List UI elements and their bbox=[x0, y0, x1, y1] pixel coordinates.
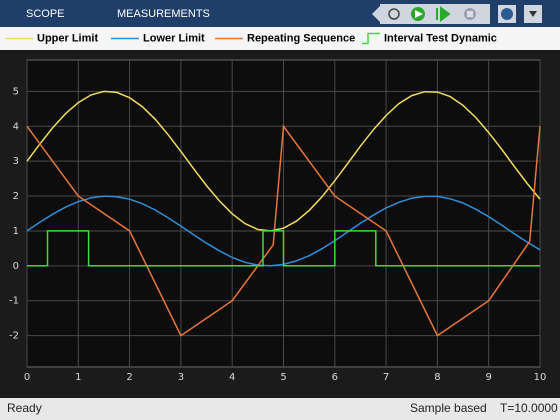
legend: Upper Limit Lower Limit Repeating Sequence… bbox=[5, 32, 497, 44]
y-tick-label: 1 bbox=[13, 226, 19, 237]
x-tick-label: 8 bbox=[434, 372, 440, 383]
status-mode: Sample based bbox=[410, 401, 487, 415]
legend-swatch bbox=[362, 32, 380, 45]
y-tick-label: 3 bbox=[13, 156, 19, 167]
status-time: T=10.0000 bbox=[500, 401, 558, 415]
step-back-button[interactable] bbox=[388, 8, 400, 20]
x-tick-label: 5 bbox=[280, 372, 286, 383]
y-tick-label: -2 bbox=[9, 331, 19, 342]
status-state: Ready bbox=[7, 401, 42, 415]
y-tick-label: -1 bbox=[9, 296, 19, 307]
plot-lines bbox=[26, 90, 541, 337]
legend-label: Upper Limit bbox=[37, 32, 98, 44]
y-tick-label: 2 bbox=[13, 191, 19, 202]
series-line bbox=[27, 230, 540, 267]
y-tick-label: 4 bbox=[13, 121, 19, 132]
series-line bbox=[26, 90, 541, 232]
tab[interactable]: MEASUREMENTS bbox=[117, 8, 210, 20]
x-tick-label: 0 bbox=[24, 372, 30, 383]
status-bar bbox=[0, 398, 560, 420]
x-tick-label: 4 bbox=[229, 372, 235, 383]
x-tick-label: 2 bbox=[126, 372, 132, 383]
x-tick-label: 6 bbox=[332, 372, 338, 383]
menu-icon bbox=[529, 11, 537, 17]
tab[interactable]: SCOPE bbox=[26, 8, 65, 20]
legend-label: Lower Limit bbox=[143, 32, 205, 44]
run-icon bbox=[415, 10, 423, 18]
x-tick-label: 9 bbox=[486, 372, 492, 383]
y-tick-label: 0 bbox=[13, 261, 19, 272]
series-line bbox=[26, 124, 541, 337]
x-tick-label: 7 bbox=[383, 372, 389, 383]
stop-icon bbox=[467, 11, 473, 17]
x-tick-label: 3 bbox=[178, 372, 184, 383]
x-tick-label: 10 bbox=[534, 372, 547, 383]
legend-bar bbox=[0, 27, 560, 50]
button-bg bbox=[380, 4, 490, 24]
step-button[interactable] bbox=[436, 6, 451, 22]
help-icon bbox=[501, 8, 513, 20]
button-bg bbox=[372, 4, 382, 24]
toolbar-buttons bbox=[372, 4, 542, 24]
legend-label: Interval Test Dynamic bbox=[384, 32, 497, 44]
x-tick-label: 1 bbox=[75, 372, 81, 383]
legend-label: Repeating Sequence bbox=[247, 32, 355, 44]
y-tick-label: 5 bbox=[13, 86, 19, 97]
